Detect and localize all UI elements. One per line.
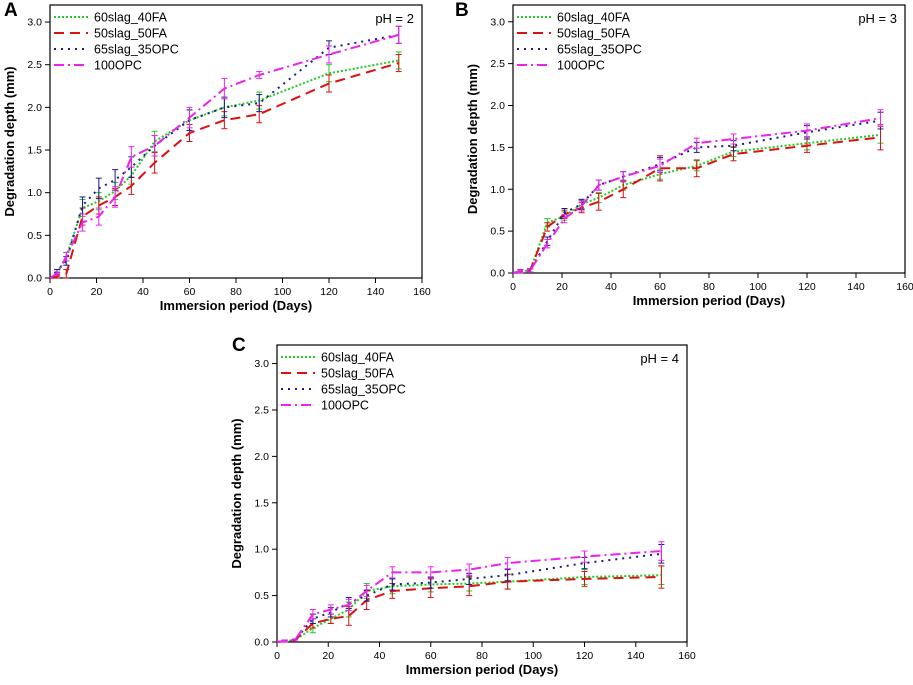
x-axis-label: Immersion period (Days) bbox=[633, 293, 785, 308]
y-tick-label: 1.0 bbox=[254, 544, 269, 556]
x-tick-label: 100 bbox=[749, 281, 767, 293]
x-tick-label: 140 bbox=[367, 286, 385, 298]
y-tick-label: 0.0 bbox=[490, 268, 505, 280]
legend-label-65slag-35opc: 65slag_35OPC bbox=[94, 43, 179, 57]
panel-letter-a: A bbox=[4, 0, 18, 21]
y-tick-label: 2.5 bbox=[27, 59, 42, 71]
legend-label-65slag-35opc: 65slag_35OPC bbox=[557, 43, 642, 57]
y-tick-label: 3.0 bbox=[27, 17, 42, 29]
x-tick-label: 60 bbox=[425, 650, 437, 662]
x-tick-label: 80 bbox=[703, 281, 715, 293]
series-line-100opc bbox=[276, 550, 662, 643]
series-line-100opc bbox=[49, 33, 400, 279]
x-tick-label: 40 bbox=[605, 281, 617, 293]
legend-label-50slag-50fa: 50slag_50FA bbox=[557, 27, 631, 41]
y-tick-label: 3.0 bbox=[490, 16, 505, 28]
x-tick-label: 20 bbox=[556, 281, 568, 293]
x-tick-label: 40 bbox=[137, 286, 149, 298]
x-tick-label: 0 bbox=[274, 650, 280, 662]
x-tick-label: 160 bbox=[896, 281, 913, 293]
y-tick-label: 1.0 bbox=[27, 187, 42, 199]
y-tick-label: 0.5 bbox=[27, 230, 42, 242]
x-tick-label: 140 bbox=[627, 650, 645, 662]
x-tick-label: 120 bbox=[320, 286, 338, 298]
ph-annotation: pH = 3 bbox=[858, 11, 897, 26]
series-line-50slag-50fa bbox=[512, 136, 881, 274]
x-tick-label: 80 bbox=[230, 286, 242, 298]
x-tick-label: 100 bbox=[524, 650, 542, 662]
y-axis-label: Degradation depth (mm) bbox=[229, 418, 244, 568]
panel-b: 0 20 40 60 80 100 120 140 160 0.0 0.5 1.0 1.5 2.0 2.5 3… bbox=[465, 4, 913, 308]
legend-label-100opc: 100OPC bbox=[557, 59, 605, 73]
y-tick-label: 2.5 bbox=[254, 404, 269, 416]
y-tick-label: 2.0 bbox=[490, 100, 505, 112]
x-tick-label: 60 bbox=[184, 286, 196, 298]
ph-annotation: pH = 4 bbox=[640, 351, 679, 366]
x-tick-label: 160 bbox=[678, 650, 696, 662]
y-tick-label: 1.0 bbox=[490, 184, 505, 196]
legend-label-100opc: 100OPC bbox=[94, 59, 142, 73]
x-tick-label: 20 bbox=[91, 286, 103, 298]
legend-label-60slag-40fa: 60slag_40FA bbox=[321, 351, 395, 365]
x-tick-label: 60 bbox=[654, 281, 666, 293]
legend-label-50slag-50fa: 50slag_50FA bbox=[94, 27, 168, 41]
x-axis-label: Immersion period (Days) bbox=[160, 298, 312, 313]
x-tick-label: 80 bbox=[476, 650, 488, 662]
panel-letter-c: C bbox=[232, 335, 246, 356]
panel-c: 0 20 40 60 80 100 120 140 160 0.0 0.5 1.0 1.5 2.0 2.5 3… bbox=[229, 344, 696, 677]
y-tick-label: 1.5 bbox=[254, 497, 269, 509]
x-tick-label: 100 bbox=[274, 286, 292, 298]
x-tick-label: 160 bbox=[413, 286, 431, 298]
series-line-60slag-40fa bbox=[512, 133, 881, 274]
y-axis-label: Degradation depth (mm) bbox=[465, 64, 480, 214]
panel-letter-b: B bbox=[455, 0, 469, 21]
y-tick-label: 0.5 bbox=[490, 226, 505, 238]
y-tick-label: 0.0 bbox=[27, 273, 42, 285]
series-line-50slag-50fa bbox=[49, 62, 400, 279]
x-tick-label: 140 bbox=[847, 281, 865, 293]
legend-label-65slag-35opc: 65slag_35OPC bbox=[321, 383, 406, 397]
y-tick-label: 2.0 bbox=[254, 451, 269, 463]
legend-label-60slag-40fa: 60slag_40FA bbox=[94, 11, 168, 25]
ph-annotation: pH = 2 bbox=[375, 11, 414, 26]
y-tick-label: 2.0 bbox=[27, 102, 42, 114]
x-tick-label: 20 bbox=[322, 650, 334, 662]
x-tick-label: 0 bbox=[510, 281, 516, 293]
legend-label-100opc: 100OPC bbox=[321, 399, 369, 413]
y-tick-label: 0.0 bbox=[254, 637, 269, 649]
legend-label-50slag-50fa: 50slag_50FA bbox=[321, 367, 395, 381]
x-tick-label: 120 bbox=[798, 281, 816, 293]
y-axis-label: Degradation depth (mm) bbox=[2, 66, 17, 216]
x-tick-label: 0 bbox=[47, 286, 53, 298]
y-tick-label: 0.5 bbox=[254, 590, 269, 602]
y-tick-label: 3.0 bbox=[254, 358, 269, 370]
x-axis-label: Immersion period (Days) bbox=[406, 662, 558, 677]
series-line-100opc bbox=[512, 117, 881, 274]
x-tick-label: 120 bbox=[576, 650, 594, 662]
y-tick-label: 1.5 bbox=[27, 145, 42, 157]
x-tick-label: 40 bbox=[374, 650, 386, 662]
panel-a: 0 20 40 60 80 100 120 140 160 0.0 0.5 1.0 1.5 2.0 2.5 3… bbox=[2, 4, 431, 313]
legend-label-60slag-40fa: 60slag_40FA bbox=[557, 11, 631, 25]
y-tick-label: 2.5 bbox=[490, 58, 505, 70]
y-tick-label: 1.5 bbox=[490, 142, 505, 154]
